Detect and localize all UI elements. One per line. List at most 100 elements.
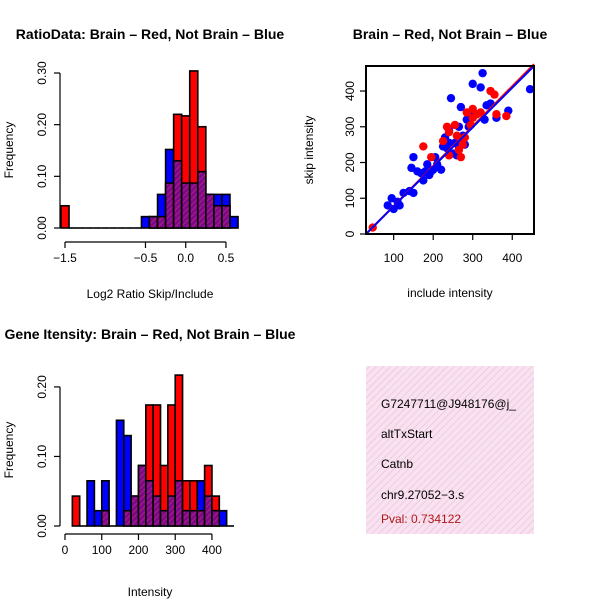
ratio-histogram-axes: −1.5 −0.5 0.0 0.5 0.00 0.10 0.20 0.30: [35, 61, 235, 265]
scatter-x-tick-label: 300: [463, 251, 483, 265]
intensity-histogram-bar-overlap: [211, 509, 221, 527]
ratio-histogram-bar-overlap: [156, 215, 167, 229]
intensity-histogram-x-tick-label: 200: [128, 543, 148, 557]
intensity-histogram-x-tick-label: 100: [92, 543, 112, 557]
scatter-point-brain: [450, 120, 460, 130]
scatter-point-brain: [476, 108, 485, 117]
scatter-plot-frame: [365, 65, 535, 235]
intensity-histogram-bar-notbrain: [93, 509, 103, 527]
scatter-y-tick-label: 100: [343, 188, 357, 208]
scatter-point-brain: [444, 127, 454, 137]
intensity-histogram-ylabel: Frequency: [2, 422, 16, 479]
ratio-histogram-y-tick-label: 0.20: [35, 113, 49, 137]
intensity-histogram-bar-overlap: [159, 509, 169, 527]
scatter-ylabel: skip intensity: [302, 116, 316, 185]
scatter-y-tick-label: 200: [343, 152, 357, 172]
intensity-histogram-bar-overlap: [137, 464, 147, 527]
scatter-point-brain: [468, 104, 477, 114]
scatter-point-notbrain: [476, 83, 485, 92]
ratio-histogram-bar-overlap: [196, 170, 207, 229]
ratio-histogram-y-tick-label: 0.00: [35, 216, 49, 240]
scatter-point-notbrain: [446, 93, 456, 103]
intensity-histogram-bar-overlap: [181, 509, 191, 527]
scatter-point-notbrain: [468, 79, 477, 89]
intensity-histogram-bar-overlap: [174, 479, 184, 527]
scatter-title: Brain – Red, Not Brain – Blue: [353, 26, 548, 42]
scatter-x-tick-label: 400: [502, 251, 522, 265]
ratio-histogram-bar-overlap: [205, 193, 215, 229]
ratio-histogram-bar-brain: [60, 204, 70, 229]
scatter-fit-line-notbrain: [365, 65, 535, 235]
ratio-histogram-bar-overlap: [148, 215, 159, 229]
ratio-histogram-ylabel: Frequency: [2, 122, 16, 179]
ratio-histogram-bar-overlap: [221, 204, 231, 229]
ratio-histogram-bar-overlap: [213, 204, 223, 229]
scatter-point-notbrain: [436, 165, 446, 174]
intensity-histogram-bar-overlap: [145, 479, 154, 527]
scatter-y-tick-label: 400: [343, 81, 357, 101]
intensity-histogram-bar-overlap: [189, 509, 199, 527]
scatter-point-brain: [419, 142, 428, 151]
intensity-histogram-y-tick-label: 0.10: [35, 444, 49, 468]
scatter-point-notbrain: [409, 188, 418, 198]
scatter-y-tick-label: 0: [343, 230, 357, 237]
intensity-histogram-bar-overlap: [196, 509, 206, 527]
intensity-histogram-xlabel: Intensity: [128, 585, 173, 599]
info-event-type: altTxStart: [381, 427, 433, 441]
intensity-histogram-bar-notbrain: [86, 479, 96, 527]
info-panel-background: [366, 366, 534, 534]
info-probe-id: G7247711@J948176@j_: [381, 397, 516, 411]
intensity-histogram-bar-notbrain: [115, 419, 125, 527]
scatter-point-brain: [458, 140, 468, 149]
scatter-axes: 100 200 300 400 0 100 200 300 400: [343, 65, 535, 265]
ratio-histogram-bar-overlap: [188, 182, 199, 229]
intensity-histogram-panel: Gene Itensity: Brain – Red, Not Brain – …: [2, 326, 296, 599]
scatter-point-notbrain: [525, 85, 535, 94]
scatter-point-notbrain: [478, 68, 487, 78]
intensity-histogram-y-tick-label: 0.20: [35, 375, 49, 399]
scatter-x-tick-label: 200: [423, 251, 443, 265]
info-panel: G7247711@J948176@j_ altTxStart Catnb chr…: [366, 366, 534, 534]
scatter-point-brain: [438, 136, 448, 146]
ratio-histogram-x-tick-label: 0.0: [177, 251, 194, 265]
ratio-histogram-bar-overlap: [172, 160, 183, 229]
info-location: chr9.27052−3.s: [381, 488, 464, 502]
intensity-histogram-axes: 0 100 200 300 400 0.00 0.10 0.20: [35, 375, 222, 557]
ratio-histogram-x-tick-label: −0.5: [134, 251, 158, 265]
intensity-histogram-y-tick-label: 0.00: [35, 514, 49, 538]
ratio-histogram-y-tick-label: 0.30: [35, 61, 49, 85]
ratio-histogram-x-tick-label: 0.5: [218, 251, 235, 265]
ratio-histogram-panel: RatioData: Brain – Red, Not Brain – Blue…: [2, 26, 284, 301]
ratio-histogram-x-tick-label: −1.5: [53, 251, 77, 265]
scatter-point-notbrain: [456, 102, 466, 112]
intensity-histogram-bar-overlap: [152, 495, 162, 527]
info-pval: Pval: 0.734122: [381, 512, 461, 526]
intensity-histogram-bar-overlap: [100, 509, 110, 527]
intensity-histogram-bar-brain: [71, 495, 81, 527]
intensity-histogram-x-tick-label: 300: [165, 543, 185, 557]
scatter-x-tick-label: 100: [384, 251, 404, 265]
ratio-histogram-xlabel: Log2 Ratio Skip/Include: [87, 287, 214, 301]
scatter-point-notbrain: [423, 160, 432, 169]
ratio-histogram-bar-overlap: [180, 182, 191, 229]
ratio-histogram-title: RatioData: Brain – Red, Not Brain – Blue: [16, 26, 285, 42]
scatter-point-notbrain: [409, 152, 418, 162]
scatter-point-brain: [427, 152, 436, 162]
scatter-y-tick-label: 300: [343, 116, 357, 136]
intensity-histogram-x-tick-label: 400: [202, 543, 222, 557]
ratio-histogram-bars: [60, 70, 239, 229]
scatter-point-brain: [490, 90, 499, 99]
ratio-histogram-bar-notbrain: [140, 215, 151, 229]
ratio-histogram-bar-overlap: [164, 182, 175, 229]
intensity-histogram-bar-notbrain: [218, 509, 228, 527]
ratio-histogram-bar-notbrain: [229, 215, 239, 229]
intensity-histogram-bars: [71, 374, 234, 527]
info-gene: Catnb: [381, 457, 413, 471]
intensity-histogram-bar-overlap: [167, 495, 177, 527]
ratio-histogram-y-tick-label: 0.10: [35, 164, 49, 188]
scatter-plot-area: [365, 63, 535, 235]
scatter-point-brain: [502, 111, 511, 121]
intensity-histogram-bar-overlap: [122, 509, 132, 527]
intensity-histogram-bar-overlap: [130, 495, 140, 527]
